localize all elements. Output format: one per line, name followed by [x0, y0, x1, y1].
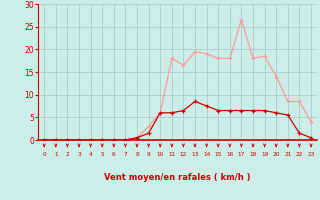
- X-axis label: Vent moyen/en rafales ( km/h ): Vent moyen/en rafales ( km/h ): [104, 173, 251, 182]
